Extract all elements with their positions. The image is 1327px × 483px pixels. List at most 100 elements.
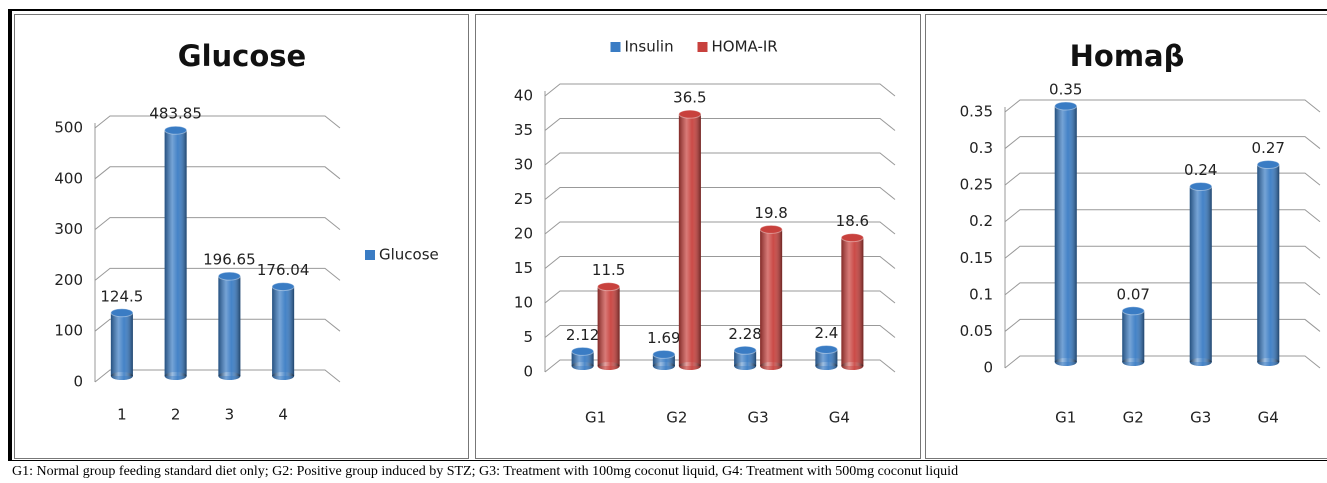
bar-cap — [1054, 101, 1078, 111]
x-tick-label: G3 — [748, 409, 769, 427]
bar-shade — [1054, 106, 1077, 362]
grid-line — [94, 267, 341, 281]
grid-line — [94, 166, 341, 180]
x-tick-label: G3 — [1190, 409, 1211, 427]
grid-line — [94, 318, 341, 332]
bar-cap — [110, 308, 134, 318]
y-tick-label: 0.05 — [960, 322, 993, 340]
chart-title: Homaβ — [1070, 39, 1185, 73]
bar-base-shade — [1122, 358, 1145, 366]
bar-base-shade — [571, 362, 594, 370]
grid-line — [1004, 209, 1321, 223]
grid-line — [94, 115, 341, 129]
bar-cap — [814, 344, 838, 354]
y-tick-label: 15 — [514, 259, 533, 277]
legend-swatch — [365, 250, 375, 260]
y-tick-label: 200 — [54, 271, 83, 289]
data-label: 0.35 — [1049, 81, 1082, 99]
x-tick-label: G4 — [1258, 409, 1279, 427]
grid-line — [1004, 282, 1321, 296]
data-label: 196.65 — [203, 251, 256, 269]
x-tick-label: 3 — [225, 406, 235, 424]
data-label: 176.04 — [257, 261, 310, 279]
x-tick-label: G2 — [1123, 409, 1144, 427]
bar-cap — [840, 233, 864, 243]
grid-line — [544, 152, 896, 166]
grid-line — [94, 217, 341, 230]
grid-line — [94, 369, 341, 383]
grid-line — [544, 290, 896, 304]
bar-cap — [652, 349, 676, 359]
bar-base-shade — [734, 362, 757, 370]
data-label: 2.28 — [728, 325, 761, 343]
data-label: 2.4 — [814, 324, 838, 342]
grid-line — [544, 118, 896, 131]
grid-line — [1004, 172, 1321, 186]
data-label: 483.85 — [149, 105, 202, 123]
bar-cap — [759, 224, 783, 234]
bar-shade — [760, 229, 783, 366]
grid-line — [544, 359, 896, 373]
x-tick-label: 1 — [117, 406, 127, 424]
y-tick-label: 0.3 — [969, 139, 993, 157]
grid-line — [544, 256, 896, 269]
y-tick-label: 0.25 — [960, 176, 993, 194]
grid-line — [1004, 99, 1321, 113]
caption: G1: Normal group feeding standard diet o… — [12, 464, 958, 479]
y-tick-label: 0.15 — [960, 249, 993, 267]
y-tick-label: 35 — [514, 121, 533, 139]
bar-cap — [217, 271, 241, 281]
y-tick-label: 30 — [514, 156, 533, 174]
legend-label: Insulin — [625, 38, 674, 56]
data-label: 19.8 — [754, 204, 787, 222]
bar-cap — [571, 346, 595, 356]
grid-line — [544, 325, 896, 338]
bar-cap — [271, 282, 295, 292]
bar-shade — [815, 349, 838, 366]
bar-base-shade — [841, 362, 864, 370]
data-label: 1.69 — [647, 329, 680, 347]
y-tick-label: 0.1 — [969, 285, 993, 303]
y-tick-label: 40 — [514, 87, 533, 105]
bar-base-shade — [678, 362, 701, 370]
y-tick-label: 100 — [54, 322, 83, 340]
y-tick-label: 20 — [514, 225, 533, 243]
y-tick-label: 0 — [523, 363, 533, 381]
bar-shade — [1189, 186, 1212, 362]
data-label: 124.5 — [100, 287, 143, 305]
grid-line — [544, 83, 896, 97]
bar-base-shade — [1189, 358, 1212, 366]
x-tick-label: G4 — [829, 409, 850, 427]
bar-base-shade — [110, 372, 133, 380]
chart-title: Glucose — [178, 39, 306, 73]
bar-base-shade — [164, 372, 187, 380]
y-tick-label: 0 — [983, 359, 993, 377]
grid-line — [1004, 245, 1321, 259]
bar-cap — [1121, 306, 1145, 316]
y-tick-label: 500 — [54, 119, 83, 137]
grid-line — [1004, 355, 1321, 369]
bar-base-shade — [652, 362, 675, 370]
panel — [14, 14, 469, 459]
grid-line — [1004, 136, 1321, 149]
data-label: 0.27 — [1252, 139, 1285, 157]
bar-base-shade — [1257, 358, 1280, 366]
left-border — [8, 10, 12, 460]
data-label: 36.5 — [673, 89, 706, 107]
y-tick-label: 300 — [54, 220, 83, 238]
bar-base-shade — [272, 372, 295, 380]
x-tick-label: G2 — [666, 409, 687, 427]
data-label: 11.5 — [592, 261, 625, 279]
x-tick-label: 2 — [171, 406, 181, 424]
bar-cap — [1256, 160, 1280, 170]
grid-line — [1004, 318, 1321, 332]
bar-shade — [1122, 310, 1145, 362]
data-label: 2.12 — [566, 326, 599, 344]
bar-cap — [164, 125, 188, 135]
data-label: 0.07 — [1117, 285, 1150, 303]
bar-cap — [678, 109, 702, 119]
bar-base-shade — [218, 372, 241, 380]
y-tick-label: 5 — [523, 328, 533, 346]
y-tick-label: 0.2 — [969, 212, 993, 230]
